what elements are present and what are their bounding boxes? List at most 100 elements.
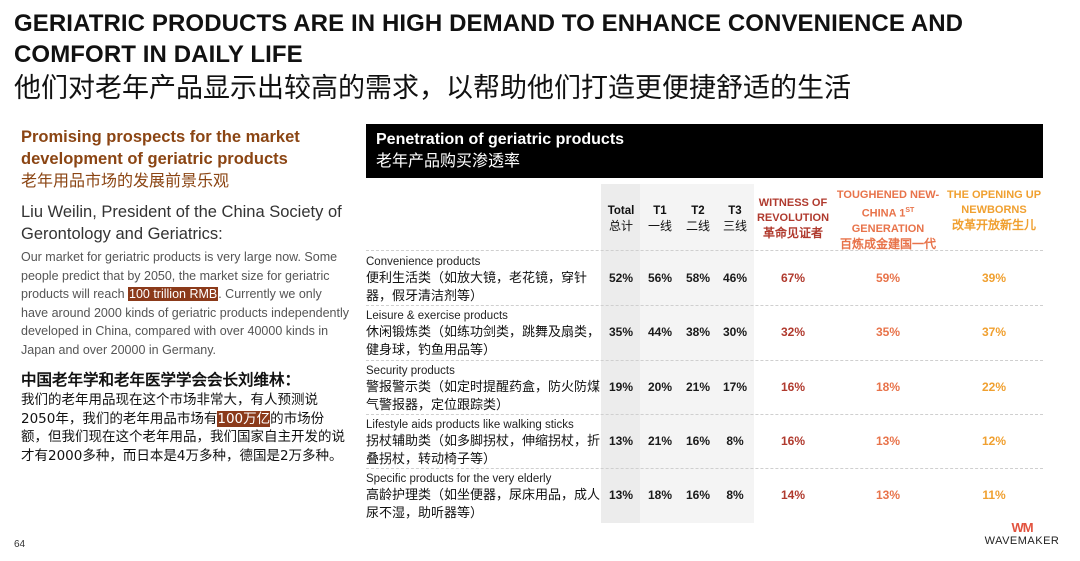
gen-header-opening-up: THE OPENING UP NEWBORNS 改革开放新生儿 (946, 188, 1042, 233)
cell-gen-new-china: 35% (875, 325, 901, 339)
gen-header-revolution: WITNESS OF REVOLUTION 革命见证者 (754, 196, 832, 241)
col-header-total: Total 总计 (602, 204, 640, 234)
cell-gen-new-china: 59% (875, 271, 901, 285)
cell-gen-opening-up: 37% (981, 325, 1007, 339)
cell-t1: 56% (647, 271, 673, 285)
col-header-total-en: Total (607, 205, 635, 217)
col-header-t2-en: T2 (691, 205, 705, 217)
gen-header-new-china-en-tail: GENERATION (851, 222, 925, 235)
table-row: Security products 警报警示类（如定时提醒药盒，防火防煤气警报器… (366, 363, 1043, 413)
cell-t3: 8% (726, 488, 744, 502)
cell-gen-revolution: 16% (780, 434, 806, 448)
logo-text: WAVEMAKER (984, 535, 1060, 547)
cell-gen-opening-up: 22% (981, 380, 1007, 394)
col-header-t3: T3 三线 (717, 204, 753, 234)
cell-gen-new-china: 13% (875, 434, 901, 448)
row-label: Specific products for the very elderly 高… (366, 471, 602, 523)
cell-gen-new-china: 18% (875, 380, 901, 394)
gen-header-revolution-en: WITNESS OF REVOLUTION (756, 197, 830, 224)
page-number: 64 (14, 539, 26, 550)
cell-t2: 16% (685, 434, 711, 448)
table-row: Lifestyle aids products like walking sti… (366, 417, 1043, 467)
cell-t1: 20% (647, 380, 673, 394)
quote-zh-highlight: 100万亿 (217, 410, 271, 427)
wavemaker-logo: WM WAVEMAKER (982, 521, 1062, 548)
col-header-total-zh: 总计 (608, 219, 633, 233)
tier-columns-bg (640, 184, 754, 523)
col-header-t1-zh: 一线 (647, 219, 672, 233)
row-label-en: Leisure & exercise products (366, 310, 508, 322)
left-column: Promising prospects for the market devel… (21, 126, 351, 465)
cell-total: 19% (608, 380, 634, 394)
prospect-heading-zh: 老年用品市场的发展前景乐观 (21, 171, 230, 190)
cell-t3: 30% (722, 325, 748, 339)
row-label-zh: 拐杖辅助类（如多脚拐杖，伸缩拐杖，折叠拐杖，转动椅子等） (366, 434, 601, 467)
cell-total: 13% (608, 434, 634, 448)
cell-gen-revolution: 32% (780, 325, 806, 339)
col-header-t2-zh: 二线 (685, 219, 710, 233)
row-label-en: Lifestyle aids products like walking sti… (366, 419, 574, 431)
gen-header-new-china-en: TOUGHENED NEW-CHINA 1ST GENERATION (832, 188, 944, 237)
quote-zh: 我们的老年用品现在这个市场非常大，有人预测说2050年，我们的老年用品市场有10… (21, 391, 351, 465)
quote-en-part1: Our market for geriatric products is ver… (21, 250, 338, 301)
gen-header-opening-up-en: THE OPENING UP NEWBORNS (946, 189, 1042, 216)
cell-total: 52% (608, 271, 634, 285)
cell-t2: 21% (685, 380, 711, 394)
col-header-t3-en: T3 (728, 205, 742, 217)
quote-en: Our market for geriatric products is ver… (21, 248, 351, 359)
cell-t1: 44% (647, 325, 673, 339)
slide-title-zh: 他们对老年产品显示出较高的需求，以帮助他们打造更便捷舒适的生活 (14, 73, 851, 104)
table-row: Leisure & exercise products 休闲锻炼类（如练功剑类，… (366, 308, 1043, 358)
cell-gen-opening-up: 39% (981, 271, 1007, 285)
cell-t2: 58% (685, 271, 711, 285)
slide-title-en: GERIATRIC PRODUCTS ARE IN HIGH DEMAND TO… (14, 10, 964, 68)
col-header-t3-zh: 三线 (722, 219, 747, 233)
gen-header-opening-up-zh: 改革开放新生儿 (951, 218, 1036, 232)
row-separator (366, 360, 1043, 361)
table-row: Specific products for the very elderly 高… (366, 471, 1043, 521)
row-label-zh: 休闲锻炼类（如练功剑类，跳舞及扇类，健身球，钓鱼用品等） (366, 325, 601, 358)
table-title-en: Penetration of geriatric products (376, 131, 625, 148)
row-label: Security products 警报警示类（如定时提醒药盒，防火防煤气警报器… (366, 363, 602, 415)
quote-en-highlight: 100 trillion RMB (128, 287, 219, 301)
table-row: Convenience products 便利生活类（如放大镜，老花镜，穿针器，… (366, 254, 1043, 304)
quote-en-part2: . Currently we only have around 2000 kin… (21, 287, 349, 357)
col-header-t2: T2 二线 (680, 204, 716, 234)
gen-header-new-china-en-main: TOUGHENED NEW-CHINA 1 (836, 189, 940, 220)
row-separator (366, 250, 1043, 251)
table-header-bar: Penetration of geriatric products 老年产品购买… (366, 124, 1043, 178)
cell-t1: 18% (647, 488, 673, 502)
table-title-zh: 老年产品购买渗透率 (376, 151, 521, 170)
row-separator (366, 414, 1043, 415)
row-separator (366, 305, 1043, 306)
prospect-heading-en: Promising prospects for the market devel… (21, 128, 300, 168)
row-separator (366, 468, 1043, 469)
col-header-t1: T1 一线 (642, 204, 678, 234)
col-header-t1-en: T1 (653, 205, 667, 217)
speaker-name-zh: 中国老年学和老年医学学会会长刘维林： (21, 371, 301, 389)
quote-zh-part2: 的市场份额，但我们现在这个老年用品，我们国家自主开发的说才有2000多种，而日本… (21, 410, 345, 464)
cell-gen-opening-up: 11% (982, 488, 1006, 502)
cell-total: 13% (608, 488, 634, 502)
cell-t3: 46% (722, 271, 748, 285)
cell-gen-new-china: 13% (875, 488, 901, 502)
gen-header-revolution-zh: 革命见证者 (762, 226, 823, 240)
speaker-name-en: Liu Weilin, President of the China Socie… (21, 203, 342, 243)
cell-t3: 17% (722, 380, 748, 394)
cell-total: 35% (608, 325, 634, 339)
quote-zh-part1: 我们的老年用品现在这个市场非常大，有人预测说2050年，我们的老年用品市场有 (21, 392, 318, 427)
row-label: Convenience products 便利生活类（如放大镜，老花镜，穿针器，… (366, 254, 602, 306)
cell-t2: 16% (685, 488, 711, 502)
logo-mark: WM (1011, 520, 1033, 535)
cell-t3: 8% (726, 434, 744, 448)
cell-gen-revolution: 14% (780, 488, 806, 502)
cell-gen-revolution: 67% (780, 271, 806, 285)
row-label-en: Security products (366, 365, 455, 377)
row-label-en: Convenience products (366, 256, 481, 268)
cell-gen-opening-up: 12% (981, 434, 1007, 448)
gen-header-new-china: TOUGHENED NEW-CHINA 1ST GENERATION 百炼成金建… (832, 188, 944, 252)
row-label-zh: 高龄护理类（如坐便器，尿床用品，成人尿不湿，助听器等） (366, 488, 601, 521)
row-label-en: Specific products for the very elderly (366, 473, 552, 485)
row-label-zh: 便利生活类（如放大镜，老花镜，穿针器，假牙清洁剂等） (366, 271, 588, 304)
cell-t2: 38% (685, 325, 711, 339)
